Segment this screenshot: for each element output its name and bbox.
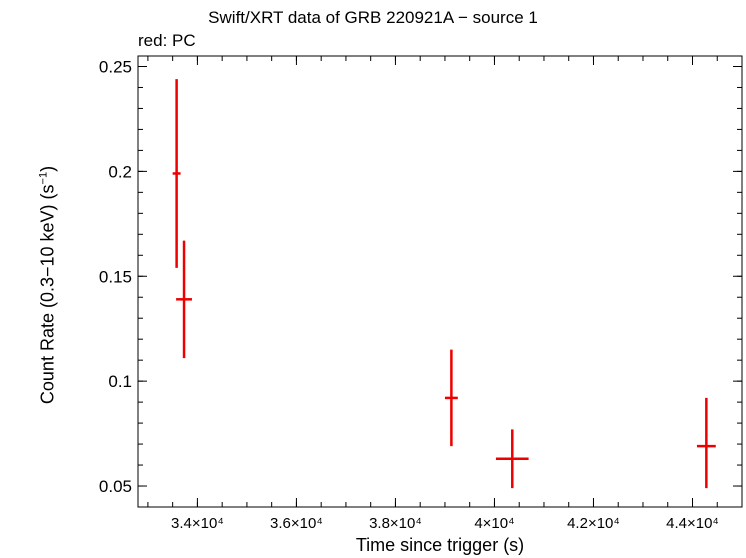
x-tick-label: 3.8×10⁴ <box>369 515 422 532</box>
y-axis-label-text: Count Rate (0.3−10 keV) (s <box>37 184 58 405</box>
y-axis-label-close: ) <box>37 165 58 172</box>
data-point <box>444 349 458 447</box>
x-tick-label: 3.4×10⁴ <box>171 515 224 532</box>
axis-ticks <box>138 56 743 508</box>
data-point <box>176 240 192 359</box>
chart-subtitle: red: PC <box>138 31 196 50</box>
plot-frame <box>137 55 743 508</box>
y-tick-label: 0.15 <box>99 267 132 286</box>
y-axis-label-exponent: −1 <box>37 171 50 185</box>
x-tick-label: 4×10⁴ <box>474 515 514 532</box>
x-tick-label: 4.4×10⁴ <box>666 515 719 532</box>
chart-title: Swift/XRT data of GRB 220921A − source 1 <box>208 8 538 27</box>
y-tick-label: 0.05 <box>99 477 132 496</box>
y-tick-label: 0.25 <box>99 57 132 76</box>
data-points <box>172 79 716 489</box>
y-axis-label: Count Rate (0.3−10 keV) (s−1) <box>38 166 59 404</box>
y-tick-label: 0.2 <box>108 162 132 181</box>
data-point <box>495 429 529 489</box>
y-tick-label: 0.1 <box>108 372 132 391</box>
x-tick-label: 4.2×10⁴ <box>567 515 620 532</box>
data-point <box>172 79 181 268</box>
x-tick-label: 3.6×10⁴ <box>270 515 323 532</box>
data-point <box>696 397 716 489</box>
axis-tick-labels: 3.4×10⁴ 3.6×10⁴ 3.8×10⁴ 4×10⁴ 4.2×10⁴ 4.4×10⁴… <box>99 57 719 532</box>
x-axis-label: Time since trigger (s) <box>355 535 525 555</box>
